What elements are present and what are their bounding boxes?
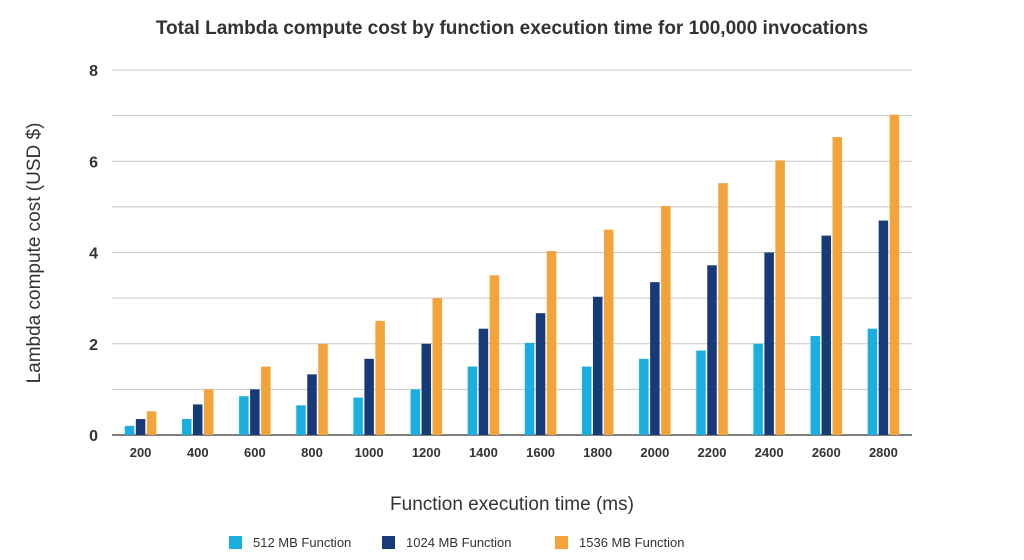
bar [524,342,535,435]
y-tick-label: 8 [89,63,98,80]
bar [307,374,317,435]
bar [203,389,214,435]
bar [478,328,489,435]
y-tick-label: 0 [89,428,98,445]
bar [296,405,306,435]
bar [696,350,706,435]
bar [753,343,763,435]
bar [764,252,774,435]
bar [535,313,546,435]
legend-swatch [382,536,395,549]
bar [135,419,146,435]
bar [410,389,421,435]
x-tick-label: 600 [244,445,266,460]
legend-label: 512 MB Function [253,535,351,550]
bar [581,366,592,435]
bar [821,235,832,435]
chart-title: Total Lambda compute cost by function ex… [156,18,868,39]
y-tick-label: 2 [89,337,98,354]
legend: 512 MB Function 1024 MB Function 1536 MB F… [229,535,685,550]
y-tick-labels: 0 2 4 6 8 [89,63,98,445]
legend-label: 1536 MB Function [579,535,685,550]
x-tick-labels: 200 400 600 800 1000 1200 1400 1600 1800 2000 2200… [130,445,898,460]
bar [467,366,478,435]
x-tick-label: 1600 [526,445,555,460]
x-tick-label: 400 [187,445,209,460]
x-tick-label: 1400 [469,445,498,460]
bar [261,366,271,435]
y-tick-label: 6 [89,154,98,171]
bar [603,229,614,435]
gridlines [112,69,912,436]
bar [375,320,385,435]
bar [592,296,603,435]
bar [889,114,900,436]
bar [832,137,843,435]
x-tick-label: 1200 [412,445,441,460]
y-tick-label: 4 [89,246,98,263]
bar [318,343,328,435]
legend-label: 1024 MB Function [406,535,512,550]
x-tick-label: 800 [301,445,323,460]
bar [192,404,203,435]
bar [364,358,374,435]
bar [639,358,649,435]
bar [432,298,443,435]
bar [124,425,135,435]
x-tick-label: 2400 [755,445,784,460]
y-axis-title: Lambda compute cost (USD $) [24,123,45,384]
bar [181,419,192,435]
bar [650,282,660,435]
x-tick-label: 2200 [698,445,727,460]
bar [146,411,157,435]
x-tick-label: 1000 [355,445,384,460]
bar [661,205,671,435]
legend-swatch [229,536,242,549]
bar [878,220,889,435]
x-axis-title: Function execution time (ms) [390,494,634,515]
bars [124,114,900,436]
bar [546,251,557,435]
bar [250,389,260,435]
bar [867,328,878,435]
x-tick-label: 1800 [583,445,612,460]
x-tick-label: 200 [130,445,152,460]
bar [353,397,363,435]
x-tick-label: 2000 [640,445,669,460]
bar [489,275,500,435]
legend-swatch [555,536,568,549]
bar [810,335,821,435]
bar [718,183,728,435]
bar [707,265,717,435]
bar [421,343,432,435]
bar [239,396,249,435]
x-tick-label: 2800 [869,445,898,460]
bar [775,160,785,435]
x-tick-label: 2600 [812,445,841,460]
